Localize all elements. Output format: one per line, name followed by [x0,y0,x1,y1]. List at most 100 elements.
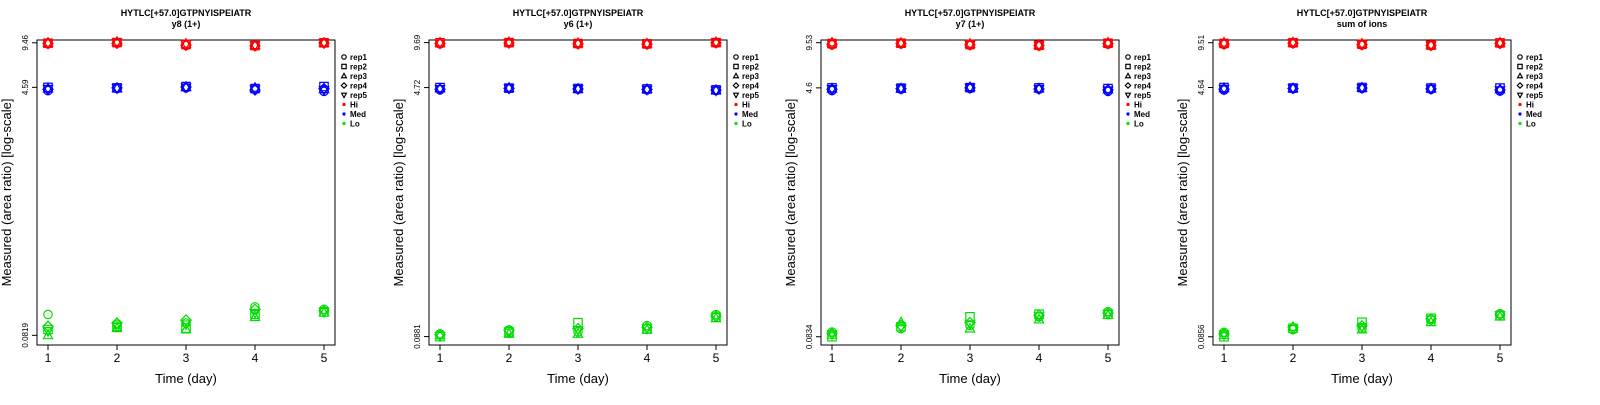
legend-marker [1518,102,1522,107]
legend-marker [733,54,739,60]
chart-title: HYTLC[+57.0]GTPNYISPEIATR [905,8,1036,18]
legend-label: Med [1526,110,1542,119]
legend-label: rep2 [1526,63,1543,72]
data-point [1287,84,1299,95]
data-point [1102,36,1114,47]
y-tick-label: 9.46 [21,34,30,50]
data-point [180,323,192,334]
data-point [1356,83,1368,95]
data-point [249,303,261,316]
data-point [826,39,838,51]
legend-marker [340,82,348,89]
legend-label: Hi [1526,101,1534,110]
data-point [1287,320,1299,332]
data-point [180,320,192,331]
data-point [180,314,192,326]
x-tick-label: 4 [252,351,259,365]
data-point [1425,82,1437,93]
data-point [503,84,515,95]
chart-title: HYTLC[+57.0]GTPNYISPEIATR [1297,8,1428,18]
data-point [42,36,54,47]
legend-label: rep1 [1134,53,1151,62]
legend-marker [341,63,347,70]
data-point [826,85,838,96]
x-tick-label: 1 [1221,351,1228,365]
data-point [1287,36,1299,47]
data-point [572,325,584,337]
data-point [641,82,653,94]
data-point [1425,315,1437,326]
x-tick-label: 1 [437,351,444,365]
data-point [964,320,976,331]
data-point [572,39,584,50]
data-point [641,85,653,96]
data-point [1033,41,1045,52]
data-point [42,39,54,50]
x-tick-label: 1 [829,351,836,365]
data-point [895,323,907,334]
data-point [503,81,515,92]
data-point [1287,324,1299,336]
data-point [111,82,123,93]
data-point [895,82,907,93]
data-point [42,326,54,338]
x-tick-label: 4 [644,351,651,365]
legend-marker [1125,63,1131,70]
legend-label: Lo [350,120,360,129]
data-point [964,83,976,95]
data-point [1356,37,1368,48]
data-point [1102,39,1114,50]
legend-label: rep4 [350,82,367,91]
data-point [1102,309,1114,320]
chart-subtitle: y8 (1+) [172,19,201,29]
plot-frame [36,39,336,346]
data-point [434,39,446,50]
legend-label: Lo [1526,120,1536,129]
legend-marker [733,63,739,70]
y-tick-label: 0.0834 [805,324,814,349]
data-point [895,84,907,95]
legend-marker [1517,54,1523,60]
data-point [1033,82,1045,93]
data-point [1033,84,1045,96]
y-axis-label: Measured (area ratio) [log-scale] [391,99,406,287]
data-point [710,312,722,324]
x-tick-label: 2 [1290,351,1297,365]
data-point [434,84,446,96]
legend-label: rep3 [350,72,367,81]
data-point [434,328,446,340]
data-point [895,39,907,50]
data-point [42,84,54,96]
legend-marker [1518,121,1522,126]
y-tick-label: 4.59 [21,79,30,95]
y-axis-label: Measured (area ratio) [log-scale] [1175,99,1190,287]
data-point [710,38,722,49]
data-point [964,80,976,92]
data-point [434,36,446,47]
data-point [572,84,584,96]
chart-subtitle: y7 (1+) [956,19,985,29]
data-point [572,82,584,93]
plot-frame [820,39,1120,346]
legend-label: rep2 [1134,63,1151,72]
data-point [318,38,330,50]
data-point [895,36,907,47]
data-point [42,82,54,93]
data-point [964,37,976,48]
y-tick-label: 9.69 [413,34,422,50]
data-point [1494,83,1506,94]
data-point [1356,323,1368,334]
legend-label: Lo [1134,120,1144,129]
data-point [710,35,722,47]
y-tick-label: 4.64 [1197,79,1206,95]
data-point [1218,82,1230,93]
legend-label: Hi [350,101,358,110]
x-tick-label: 5 [713,351,720,365]
legend-marker [340,72,348,79]
legend-label: rep3 [1526,72,1543,81]
x-tick-label: 3 [183,351,190,365]
data-point [572,327,584,338]
